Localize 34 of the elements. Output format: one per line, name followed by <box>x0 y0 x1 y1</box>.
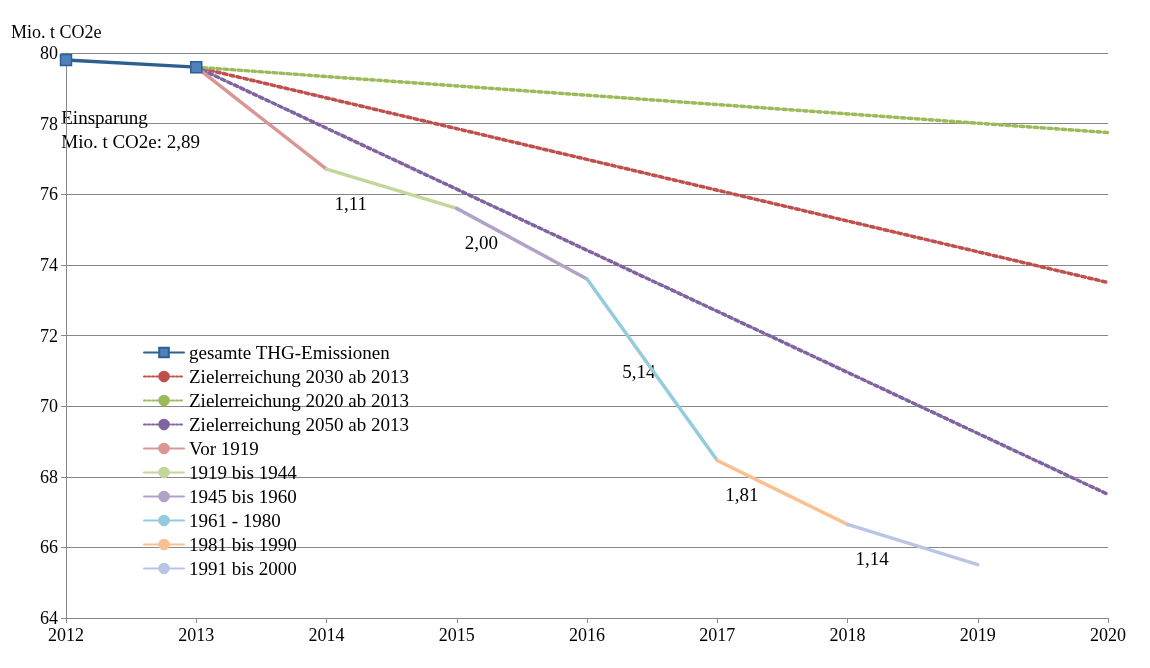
legend-label: 1981 bis 1990 <box>189 534 297 555</box>
legend-label: 1919 bis 1944 <box>189 462 298 483</box>
legend-label: 1961 - 1980 <box>189 510 281 531</box>
x-tick-label: 2013 <box>178 625 215 645</box>
y-tick-label: 74 <box>40 254 58 275</box>
legend-label: gesamte THG-Emissionen <box>189 342 391 363</box>
annotation: 1,81 <box>725 484 759 506</box>
y-tick-label: 68 <box>40 466 58 487</box>
y-axis-title: Mio. t CO2e <box>11 22 102 42</box>
x-tick-label: 2012 <box>48 625 84 645</box>
y-tick-label: 70 <box>40 396 58 417</box>
legend-label: Vor 1919 <box>189 438 259 459</box>
annotation: Einsparung Mio. t CO2e: 2,89 <box>61 106 201 152</box>
y-tick-label: 78 <box>40 113 58 134</box>
legend-label: 1945 bis 1960 <box>189 486 297 507</box>
x-tick-label: 2017 <box>699 625 736 645</box>
annotation: 1,14 <box>855 547 890 569</box>
y-tick-label: 76 <box>40 184 58 205</box>
annotation: 2,00 <box>464 231 498 253</box>
y-tick-label: 66 <box>40 537 58 558</box>
legend-label: Zielerreichung 2020 ab 2013 <box>189 390 410 411</box>
y-tick-label: 80 <box>40 43 58 63</box>
y-tick-label: 64 <box>40 608 58 628</box>
legend-label: Zielerreichung 2030 ab 2013 <box>189 366 410 387</box>
x-tick-label: 2020 <box>1090 625 1126 645</box>
x-tick-label: 2015 <box>438 625 475 645</box>
x-tick-label: 2014 <box>308 625 345 645</box>
x-tick-label: 2018 <box>829 625 866 645</box>
y-tick-label: 72 <box>40 325 58 346</box>
annotation: 1,11 <box>334 192 368 214</box>
x-tick-label: 2019 <box>959 625 996 645</box>
legend-label: Zielerreichung 2050 ab 2013 <box>189 414 410 435</box>
legend-label: 1991 bis 2000 <box>189 558 297 579</box>
x-tick-label: 2016 <box>569 625 605 645</box>
